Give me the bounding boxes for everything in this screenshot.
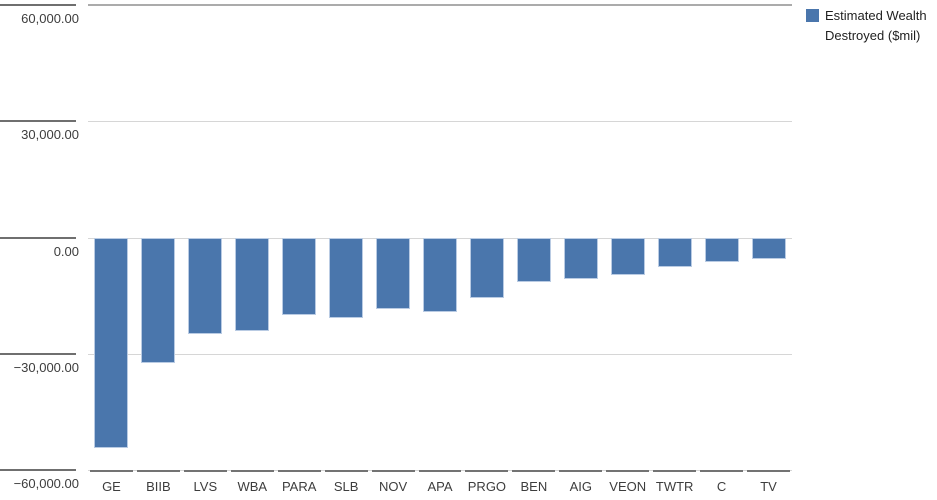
- y-tick-label: −30,000.00: [13, 359, 79, 375]
- bar-PRGO[interactable]: [469, 237, 504, 298]
- bar-LVS[interactable]: [188, 237, 223, 334]
- bar-SLB[interactable]: [329, 237, 364, 319]
- bar-APA[interactable]: [423, 237, 457, 312]
- bar-TV[interactable]: [751, 237, 786, 259]
- x-axis-tick: [183, 470, 227, 472]
- x-tick-label-TV: TV: [760, 479, 777, 494]
- bar-TWTR[interactable]: [657, 237, 692, 268]
- y-tick-label: −60,000.00: [13, 476, 79, 491]
- x-axis-tick: [465, 470, 509, 472]
- bar-WBA[interactable]: [235, 237, 270, 331]
- y-axis-tick: [0, 469, 76, 471]
- bar-VEON[interactable]: [610, 237, 645, 276]
- x-tick-label-BIIB: BIIB: [146, 479, 171, 494]
- x-tick-label-PARA: PARA: [281, 479, 317, 494]
- bar-AIG[interactable]: [563, 237, 598, 279]
- x-tick-label-AIG: AIG: [569, 479, 592, 494]
- x-tick-label-LVS: LVS: [193, 479, 218, 494]
- x-axis-tick: [747, 470, 790, 472]
- x-tick-label-NOV: NOV: [378, 479, 408, 494]
- y-axis-tick: [0, 4, 76, 6]
- x-tick-label-WBA: WBA: [237, 479, 268, 494]
- x-axis-tick: [136, 470, 180, 472]
- x-axis-tick: [324, 470, 368, 472]
- x-tick-label-PRGO: PRGO: [467, 479, 507, 494]
- y-axis-tick: [0, 236, 76, 239]
- bar-BEN[interactable]: [516, 237, 551, 283]
- y-axis-tick: [0, 120, 76, 123]
- x-axis-tick: [512, 470, 556, 472]
- x-tick-label-TWTR: TWTR: [655, 479, 694, 494]
- x-axis-tick: [90, 470, 133, 472]
- x-axis-tick: [606, 470, 650, 472]
- gridline: [88, 353, 792, 355]
- legend-label: Estimated Wealth Destroyed ($mil): [825, 8, 927, 43]
- y-tick-label: 0.00: [53, 243, 79, 259]
- y-tick-label: 30,000.00: [21, 127, 79, 143]
- x-axis-tick: [559, 470, 603, 472]
- x-axis-tick: [653, 470, 697, 472]
- x-tick-label-APA: APA: [427, 479, 453, 494]
- bar-NOV[interactable]: [376, 237, 411, 310]
- legend[interactable]: Estimated Wealth Destroyed ($mil): [806, 6, 931, 46]
- gridline: [88, 4, 792, 6]
- x-tick-label-SLB: SLB: [333, 479, 359, 494]
- x-axis-tick: [230, 470, 274, 472]
- legend-swatch-icon: [806, 9, 819, 22]
- x-tick-label-VEON: VEON: [609, 479, 647, 494]
- x-tick-label-C: C: [716, 479, 727, 494]
- x-axis-tick: [371, 470, 415, 472]
- bar-BIIB[interactable]: [141, 237, 176, 364]
- x-axis-tick: [418, 470, 462, 472]
- bar-PARA[interactable]: [282, 237, 317, 315]
- x-axis-tick: [700, 470, 744, 472]
- x-axis-tick: [277, 470, 321, 472]
- gridline: [88, 121, 792, 123]
- bar-GE[interactable]: [94, 237, 129, 448]
- y-axis-tick: [0, 352, 76, 355]
- x-tick-label-GE: GE: [102, 479, 121, 494]
- x-tick-label-BEN: BEN: [520, 479, 548, 494]
- y-tick-label: 60,000.00: [21, 11, 79, 26]
- bar-C[interactable]: [704, 237, 739, 262]
